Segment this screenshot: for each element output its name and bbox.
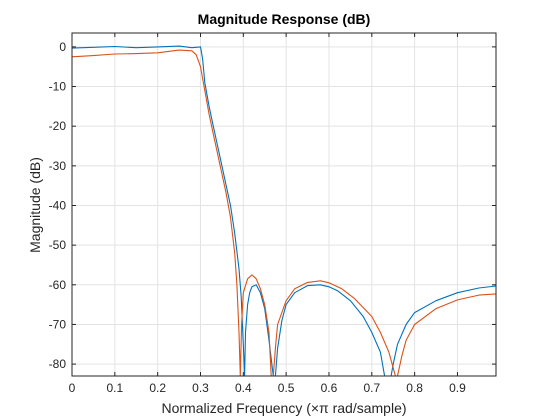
y-tick-label: -60 (49, 278, 67, 292)
x-tick-label: 0.9 (449, 381, 466, 395)
y-axis-label: Magnitude (dB) (27, 157, 43, 253)
y-tick-label: -30 (49, 159, 67, 173)
y-tick-label: -10 (49, 80, 67, 94)
y-tick-label: -40 (49, 198, 67, 212)
x-tick-label: 0.7 (363, 381, 380, 395)
x-tick-label: 0.2 (149, 381, 166, 395)
x-tick-label: 0.4 (235, 381, 252, 395)
x-tick-label: 0 (69, 381, 76, 395)
x-tick-label: 0.1 (106, 381, 123, 395)
chart-title: Magnitude Response (dB) (198, 11, 371, 27)
y-tick-label: -70 (49, 317, 67, 331)
y-tick-label: -50 (49, 238, 67, 252)
y-tick-label: 0 (59, 40, 66, 54)
x-tick-label: 0.8 (406, 381, 423, 395)
x-tick-label: 0.5 (278, 381, 295, 395)
x-tick-label: 0.3 (192, 381, 209, 395)
y-tick-label: -80 (49, 357, 67, 371)
x-tick-label: 0.6 (321, 381, 338, 395)
x-axis-label: Normalized Frequency (×π rad/sample) (161, 400, 406, 416)
y-tick-label: -20 (49, 119, 67, 133)
